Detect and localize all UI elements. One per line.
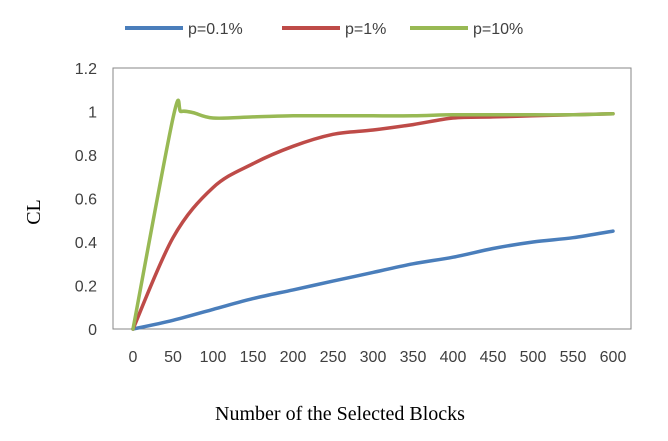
- x-tick-label: 300: [360, 349, 387, 366]
- x-tick-label: 250: [320, 349, 347, 366]
- legend-label: p=1%: [345, 21, 386, 38]
- y-tick-label: 0.2: [75, 279, 97, 296]
- x-tick-label: 450: [480, 349, 507, 366]
- y-tick-label: 1: [88, 105, 97, 122]
- legend-label: p=0.1%: [188, 21, 243, 38]
- x-tick-label: 550: [560, 349, 587, 366]
- y-axis-title: CL: [23, 199, 45, 225]
- x-tick-label: 400: [440, 349, 467, 366]
- series-line-3: [131, 98, 615, 331]
- series-lines: [131, 98, 615, 331]
- legend: p=0.1% p=1% p=10%: [125, 21, 523, 38]
- x-tick-label: 200: [280, 349, 307, 366]
- y-tick-label: 0: [88, 322, 97, 339]
- series-line-2: [131, 111, 615, 331]
- y-tick-label: 0.6: [75, 192, 97, 209]
- x-axis-title: Number of the Selected Blocks: [215, 403, 465, 425]
- y-axis-tick-labels: 0 0.2 0.4 0.6 0.8 1 1.2: [75, 61, 97, 339]
- y-tick-label: 0.8: [75, 148, 97, 165]
- y-tick-label: 0.4: [75, 235, 97, 252]
- x-tick-label: 0: [129, 349, 138, 366]
- x-tick-label: 100: [200, 349, 227, 366]
- legend-item: p=0.1%: [125, 21, 243, 38]
- x-tick-label: 150: [240, 349, 267, 366]
- x-tick-label: 600: [600, 349, 627, 366]
- x-tick-label: 500: [520, 349, 547, 366]
- legend-item: p=10%: [410, 21, 523, 38]
- x-tick-label: 350: [400, 349, 427, 366]
- x-tick-label: 50: [164, 349, 182, 366]
- legend-item: p=1%: [282, 21, 386, 38]
- y-tick-label: 1.2: [75, 61, 97, 78]
- x-axis-tick-labels: 0 50 100 150 200 250 300 350 400 450 500 550 600: [129, 349, 627, 366]
- plot-area-frame: [112, 67, 632, 330]
- series-line-1: [131, 229, 615, 331]
- legend-label: p=10%: [473, 21, 523, 38]
